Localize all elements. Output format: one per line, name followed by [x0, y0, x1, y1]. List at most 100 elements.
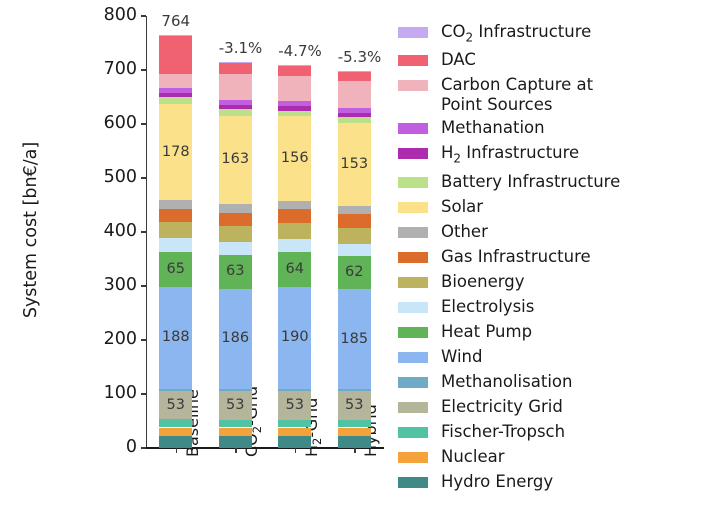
bar-segment[interactable]: [278, 427, 312, 437]
bar-segment[interactable]: [278, 239, 312, 252]
bar-segment[interactable]: [218, 242, 252, 255]
bar-segment[interactable]: [218, 427, 252, 437]
bar-segment[interactable]: [159, 92, 193, 97]
bar-segment[interactable]: [218, 226, 252, 243]
bar-stack[interactable]: 53 185 62 153 -5.3%: [337, 16, 381, 448]
bar-segment[interactable]: [159, 252, 193, 288]
bar-segment[interactable]: [218, 389, 252, 392]
bar-segment[interactable]: [337, 243, 371, 256]
bar-segment[interactable]: [218, 115, 252, 204]
bar-segment[interactable]: [278, 222, 312, 240]
bar-segment[interactable]: [337, 116, 371, 123]
bar-stack[interactable]: 53 188 65 178 764: [159, 12, 193, 448]
bar-segment[interactable]: [218, 436, 252, 448]
legend-item[interactable]: Carbon Capture at Point Sources: [398, 75, 710, 115]
bar-segment[interactable]: [337, 205, 371, 215]
legend-item[interactable]: CO2 Infrastructure: [398, 22, 710, 47]
bar-segment[interactable]: [159, 97, 193, 105]
bar-segment[interactable]: [337, 227, 371, 244]
legend-item[interactable]: Nuclear: [398, 447, 710, 469]
bar-segment[interactable]: [278, 209, 312, 223]
bar-stack[interactable]: 53 190 64 156 -4.7%: [278, 16, 322, 448]
y-axis-label: System cost [bn€/a]: [21, 141, 41, 319]
legend-item[interactable]: Gas Infrastructure: [398, 247, 710, 269]
bar-segment[interactable]: [278, 286, 312, 390]
bar-segment[interactable]: [337, 436, 371, 448]
bar-segment[interactable]: [159, 104, 193, 201]
bar-segment[interactable]: [337, 214, 371, 228]
bar-segment[interactable]: [159, 208, 193, 223]
bar-segment[interactable]: [159, 35, 193, 36]
bar-segment[interactable]: [337, 108, 371, 113]
legend-item[interactable]: Heat Pump: [398, 322, 710, 344]
bar-segment[interactable]: [278, 101, 312, 107]
bar-segment[interactable]: [278, 389, 312, 392]
legend-item[interactable]: Wind: [398, 347, 710, 369]
legend-item[interactable]: Battery Infrastructure: [398, 172, 710, 194]
bar-segment[interactable]: [278, 391, 312, 420]
bar-segment[interactable]: [337, 80, 371, 109]
bar-segment[interactable]: [337, 419, 371, 428]
bar-segment[interactable]: [337, 391, 371, 420]
bar-segment[interactable]: [337, 289, 371, 390]
bar-segment[interactable]: [159, 436, 193, 448]
bar-segment[interactable]: [159, 287, 193, 389]
bar-segment[interactable]: [218, 99, 252, 105]
bar-segment[interactable]: [218, 104, 252, 110]
bar-segment[interactable]: [218, 203, 252, 213]
bar-segment[interactable]: [278, 436, 312, 448]
bar-segment[interactable]: [218, 288, 252, 390]
legend-item[interactable]: Electrolysis: [398, 297, 710, 319]
bar-segment[interactable]: [337, 427, 371, 437]
bar-segment[interactable]: [159, 238, 193, 252]
bar-segment[interactable]: [218, 419, 252, 428]
bar-segment[interactable]: [278, 419, 312, 428]
y-tick-label: 300: [103, 275, 137, 295]
legend-item[interactable]: Bioenergy: [398, 272, 710, 294]
legend-item[interactable]: Solar: [398, 197, 710, 219]
legend-item[interactable]: Methanation: [398, 118, 710, 140]
bar-segment[interactable]: [278, 252, 312, 287]
bar-segment[interactable]: [159, 427, 193, 437]
legend-item[interactable]: Hydro Energy: [398, 472, 710, 494]
bar-segment[interactable]: [218, 254, 252, 289]
legend-item[interactable]: Methanolisation: [398, 372, 710, 394]
legend-item[interactable]: Fischer-Tropsch: [398, 422, 710, 444]
bar-segment[interactable]: [337, 389, 371, 392]
y-tick-mark: [141, 177, 146, 179]
bar-segment[interactable]: [159, 87, 193, 93]
bar-segment[interactable]: [278, 110, 312, 117]
y-tick-label: 200: [103, 329, 137, 349]
bar-segment[interactable]: [278, 65, 312, 76]
bar-stack[interactable]: 53 186 63 163 -3.1%: [218, 16, 262, 448]
bar-segment[interactable]: [337, 112, 371, 117]
bar-segment[interactable]: [218, 212, 252, 227]
bar-segment[interactable]: [337, 255, 371, 290]
bar-segment[interactable]: [159, 200, 193, 209]
bar-segment[interactable]: [159, 390, 193, 420]
bar-segment[interactable]: [159, 222, 193, 239]
bar-segment[interactable]: [278, 200, 312, 210]
legend-item[interactable]: DAC: [398, 50, 710, 72]
bar-segment[interactable]: [159, 35, 193, 74]
bar-segment[interactable]: [278, 75, 312, 102]
legend-item[interactable]: Electricity Grid: [398, 397, 710, 419]
bar-segment[interactable]: [218, 391, 252, 420]
bar-segment[interactable]: [278, 64, 312, 66]
bar-segment[interactable]: [337, 71, 371, 72]
bar-segment[interactable]: [337, 122, 371, 206]
bar-segment[interactable]: [337, 71, 371, 81]
bar-segment[interactable]: [159, 388, 193, 391]
bar-segment[interactable]: [159, 419, 193, 428]
bar-segment[interactable]: [278, 116, 312, 201]
legend-item[interactable]: H2 Infrastructure: [398, 143, 710, 168]
bar-segment[interactable]: [278, 106, 312, 111]
bar-segment[interactable]: [218, 62, 252, 74]
bar-segment[interactable]: [159, 73, 193, 88]
bar-segment[interactable]: [218, 109, 252, 116]
bar-segment[interactable]: [218, 73, 252, 100]
legend-color-swatch: [398, 351, 428, 363]
bar-segment[interactable]: [218, 61, 252, 63]
legend-label: Hydro Energy: [441, 471, 554, 491]
legend-item[interactable]: Other: [398, 222, 710, 244]
